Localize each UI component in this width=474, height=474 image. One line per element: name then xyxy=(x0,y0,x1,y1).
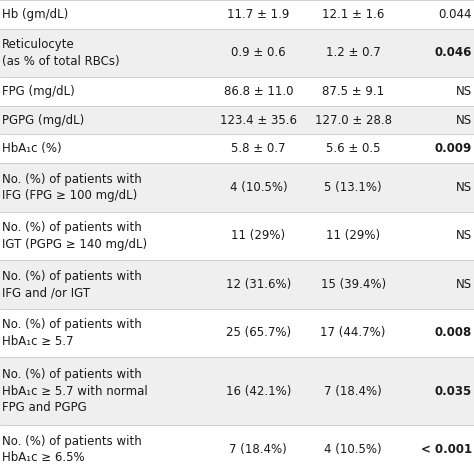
Text: NS: NS xyxy=(456,114,472,127)
Bar xyxy=(0,260,474,309)
Text: Hb (gm/dL): Hb (gm/dL) xyxy=(2,8,69,21)
Bar xyxy=(0,163,474,212)
Text: 5.6 ± 0.5: 5.6 ± 0.5 xyxy=(326,142,380,155)
Bar xyxy=(0,28,474,77)
Text: 12.1 ± 1.6: 12.1 ± 1.6 xyxy=(322,8,384,21)
Text: 5.8 ± 0.7: 5.8 ± 0.7 xyxy=(231,142,285,155)
Text: 5 (13.1%): 5 (13.1%) xyxy=(324,181,382,194)
Text: 0.009: 0.009 xyxy=(434,142,472,155)
Text: 0.008: 0.008 xyxy=(434,327,472,339)
Text: 0.044: 0.044 xyxy=(438,8,472,21)
Text: 17 (44.7%): 17 (44.7%) xyxy=(320,327,386,339)
Text: 123.4 ± 35.6: 123.4 ± 35.6 xyxy=(220,114,297,127)
Text: NS: NS xyxy=(456,181,472,194)
Bar xyxy=(0,309,474,357)
Text: 11.7 ± 1.9: 11.7 ± 1.9 xyxy=(227,8,290,21)
Text: Reticulocyte
(as % of total RBCs): Reticulocyte (as % of total RBCs) xyxy=(2,38,120,68)
Text: 0.9 ± 0.6: 0.9 ± 0.6 xyxy=(231,46,286,59)
Text: 0.046: 0.046 xyxy=(434,46,472,59)
Text: 4 (10.5%): 4 (10.5%) xyxy=(324,443,382,456)
Text: 7 (18.4%): 7 (18.4%) xyxy=(324,385,382,398)
Text: HbA₁ᴄ (%): HbA₁ᴄ (%) xyxy=(2,142,62,155)
Text: 87.5 ± 9.1: 87.5 ± 9.1 xyxy=(322,85,384,98)
Text: NS: NS xyxy=(456,85,472,98)
Bar xyxy=(0,106,474,135)
Text: 86.8 ± 11.0: 86.8 ± 11.0 xyxy=(224,85,293,98)
Text: No. (%) of patients with
IFG and /or IGT: No. (%) of patients with IFG and /or IGT xyxy=(2,270,142,299)
Text: No. (%) of patients with
IGT (PGPG ≥ 140 mg/dL): No. (%) of patients with IGT (PGPG ≥ 140… xyxy=(2,221,147,251)
Text: No. (%) of patients with
IFG (FPG ≥ 100 mg/dL): No. (%) of patients with IFG (FPG ≥ 100 … xyxy=(2,173,142,202)
Text: 11 (29%): 11 (29%) xyxy=(231,229,285,242)
Bar xyxy=(0,212,474,260)
Text: No. (%) of patients with
HbA₁ᴄ ≥ 5.7 with normal
FPG and PGPG: No. (%) of patients with HbA₁ᴄ ≥ 5.7 wit… xyxy=(2,368,148,414)
Bar xyxy=(0,135,474,163)
Text: FPG (mg/dL): FPG (mg/dL) xyxy=(2,85,75,98)
Text: < 0.001: < 0.001 xyxy=(420,443,472,456)
Text: 1.2 ± 0.7: 1.2 ± 0.7 xyxy=(326,46,381,59)
Text: 4 (10.5%): 4 (10.5%) xyxy=(229,181,287,194)
Text: 16 (42.1%): 16 (42.1%) xyxy=(226,385,291,398)
Text: 7 (18.4%): 7 (18.4%) xyxy=(229,443,287,456)
Bar xyxy=(0,357,474,426)
Text: 11 (29%): 11 (29%) xyxy=(326,229,380,242)
Text: 0.035: 0.035 xyxy=(434,385,472,398)
Text: No. (%) of patients with
HbA₁ᴄ ≥ 6.5%: No. (%) of patients with HbA₁ᴄ ≥ 6.5% xyxy=(2,435,142,465)
Text: 25 (65.7%): 25 (65.7%) xyxy=(226,327,291,339)
Bar xyxy=(0,77,474,106)
Text: NS: NS xyxy=(456,229,472,242)
Text: No. (%) of patients with
HbA₁ᴄ ≥ 5.7: No. (%) of patients with HbA₁ᴄ ≥ 5.7 xyxy=(2,318,142,347)
Text: 15 (39.4%): 15 (39.4%) xyxy=(320,278,386,291)
Bar xyxy=(0,0,474,28)
Text: 127.0 ± 28.8: 127.0 ± 28.8 xyxy=(315,114,392,127)
Text: PGPG (mg/dL): PGPG (mg/dL) xyxy=(2,114,85,127)
Text: 12 (31.6%): 12 (31.6%) xyxy=(226,278,291,291)
Text: NS: NS xyxy=(456,278,472,291)
Bar xyxy=(0,426,474,474)
